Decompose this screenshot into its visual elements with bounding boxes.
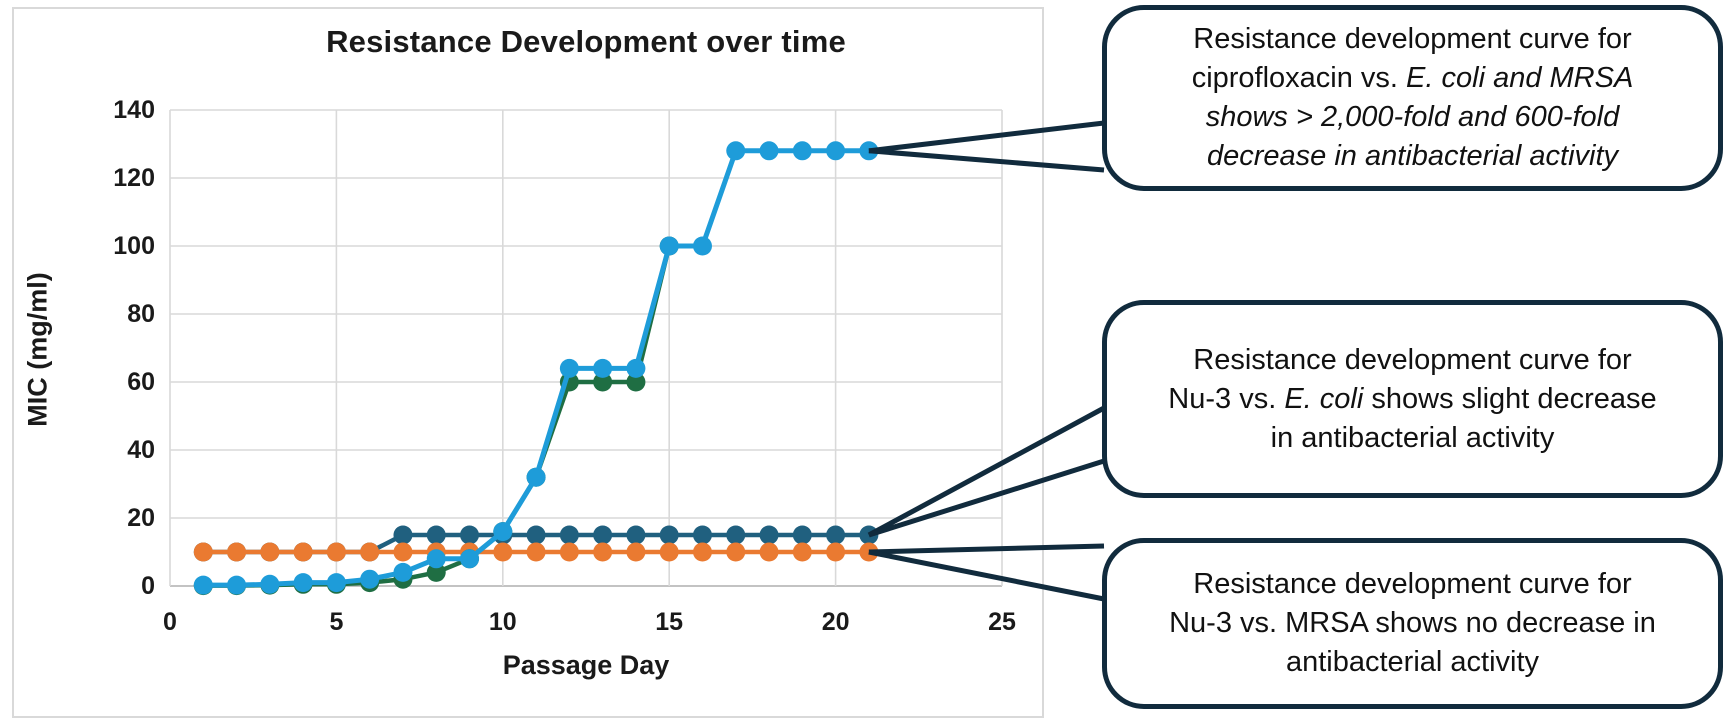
data-point: [826, 542, 846, 562]
callout-nu3-mrsa: Resistance development curve for Nu-3 vs.…: [1102, 538, 1723, 709]
data-point: [593, 372, 613, 392]
data-point: [193, 575, 213, 595]
data-point: [393, 562, 413, 582]
data-point: [626, 358, 646, 378]
callout-text: Resistance development curve for Nu-3 vs.…: [1169, 568, 1656, 678]
data-point: [260, 574, 280, 594]
x-tick-label: 10: [488, 608, 517, 636]
data-point: [227, 542, 247, 562]
data-point: [792, 542, 812, 562]
data-point: [526, 467, 546, 487]
data-point: [260, 542, 280, 562]
data-point: [626, 542, 646, 562]
data-point: [526, 542, 546, 562]
data-point: [726, 542, 746, 562]
callout-tail: [868, 148, 1105, 173]
chart-container: [12, 7, 1044, 718]
data-point: [726, 141, 746, 161]
data-point: [293, 573, 313, 593]
data-point: [593, 358, 613, 378]
data-point: [193, 542, 213, 562]
gridlines: [169, 109, 1003, 587]
data-point: [626, 525, 646, 545]
data-point: [826, 141, 846, 161]
data-point: [460, 525, 480, 545]
data-point: [792, 525, 812, 545]
data-point: [526, 525, 546, 545]
data-point: [659, 236, 679, 256]
data-point: [426, 525, 446, 545]
data-point: [692, 525, 712, 545]
data-point: [360, 569, 380, 589]
data-point: [659, 542, 679, 562]
data-point: [759, 525, 779, 545]
x-tick-label: 20: [821, 608, 850, 636]
chart-title: Resistance Development over time: [326, 24, 846, 59]
data-point: [759, 141, 779, 161]
data-point: [826, 525, 846, 545]
callout-text: Resistance development curve for ciproflo…: [1191, 23, 1634, 172]
callout-ciprofloxacin: Resistance development curve for ciproflo…: [1102, 5, 1723, 191]
data-point: [326, 542, 346, 562]
data-point: [426, 549, 446, 569]
data-point: [692, 236, 712, 256]
data-point: [293, 542, 313, 562]
data-point: [593, 525, 613, 545]
data-point: [792, 141, 812, 161]
y-tick-label: 140: [113, 96, 155, 124]
y-tick-label: 80: [127, 300, 155, 328]
data-series: [193, 141, 879, 596]
data-point: [626, 372, 646, 392]
x-tick-label: 0: [163, 608, 177, 636]
y-tick-label: 60: [127, 368, 155, 396]
data-point: [426, 562, 446, 582]
callout-tail: [868, 458, 1105, 538]
callout-text: Resistance development curve for Nu-3 vs.…: [1168, 343, 1657, 454]
data-point: [559, 542, 579, 562]
data-point: [393, 542, 413, 562]
y-tick-label: 20: [127, 504, 155, 532]
callout-tail: [867, 405, 1106, 538]
x-tick-label: 5: [329, 608, 344, 636]
x-tick-label: 15: [655, 608, 684, 636]
data-point: [593, 542, 613, 562]
data-point: [559, 525, 579, 545]
series-nu-3-vs-mrsa: [193, 542, 879, 562]
data-point: [726, 525, 746, 545]
y-tick-label: 0: [141, 572, 155, 600]
data-point: [493, 542, 513, 562]
data-point: [659, 525, 679, 545]
y-axis-title: MIC (mg/ml): [22, 272, 53, 427]
data-point: [493, 522, 513, 542]
x-tick-label: 25: [988, 608, 1016, 636]
data-point: [759, 542, 779, 562]
callout-tail: [868, 549, 1105, 602]
callout-tail: [868, 120, 1105, 154]
x-axis-title: Passage Day: [502, 650, 670, 680]
y-tick-label: 100: [113, 232, 155, 260]
data-point: [460, 549, 480, 569]
data-point: [393, 525, 413, 545]
series-ciprofloxacin-vs-e-coli: [193, 141, 879, 595]
data-point: [227, 575, 247, 595]
series-line: [203, 148, 869, 588]
y-tick-label: 40: [127, 436, 155, 464]
y-tick-label: 120: [113, 164, 155, 192]
data-point: [326, 573, 346, 593]
callout-leader-lines: [867, 120, 1106, 602]
data-point: [559, 358, 579, 378]
callout-tail: [868, 543, 1105, 555]
callout-nu3-ecoli: Resistance development curve for Nu-3 vs.…: [1102, 300, 1723, 498]
data-point: [360, 542, 380, 562]
data-point: [692, 542, 712, 562]
